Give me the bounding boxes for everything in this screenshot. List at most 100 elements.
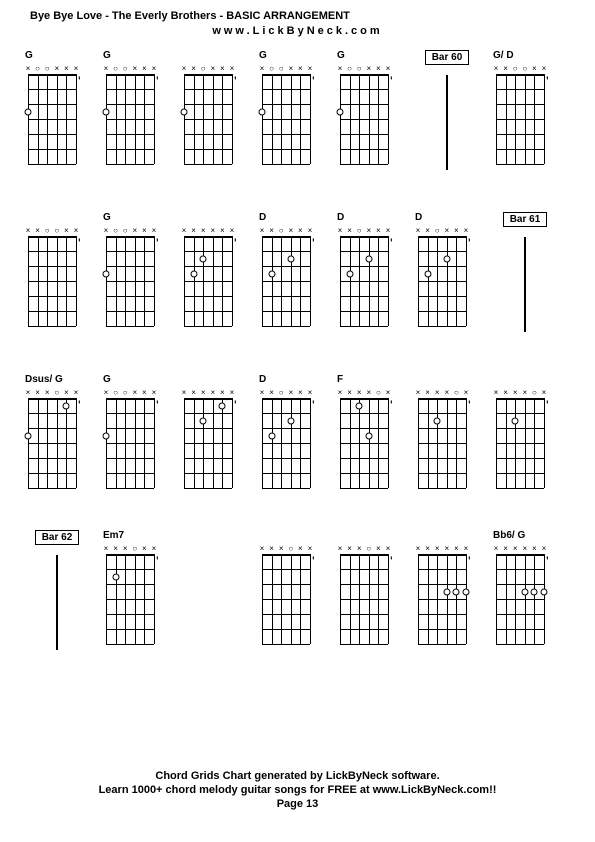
chord-label: D — [259, 212, 323, 226]
grid-cell: G/ D××○○××' — [493, 50, 557, 164]
chord-label — [415, 374, 479, 388]
string-marker: × — [541, 546, 547, 552]
string-marker: × — [512, 390, 518, 396]
finger-dot — [200, 255, 207, 262]
grid-cell: G×○○×××' — [103, 50, 167, 164]
string-marker: × — [151, 546, 157, 552]
chord-label: D — [415, 212, 479, 226]
finger-dot — [424, 270, 431, 277]
fretboard — [28, 74, 76, 164]
chord-diagram: ××○○××' — [28, 228, 86, 326]
string-marker: × — [415, 390, 421, 396]
string-marker: × — [463, 228, 469, 234]
string-marker: ○ — [35, 66, 41, 72]
string-marker: × — [307, 390, 313, 396]
grid-cell: F××××○×' — [337, 374, 401, 488]
string-marker: × — [63, 66, 69, 72]
grid-cell: G ×○○×××' — [259, 50, 323, 164]
grid-cell: Bb6/ G××××××' — [493, 530, 557, 644]
string-marker: × — [73, 66, 79, 72]
string-marker: × — [366, 228, 372, 234]
chord-diagram: ××××○×' — [496, 390, 554, 488]
finger-dot — [103, 108, 110, 115]
finger-dot — [443, 255, 450, 262]
string-marker: × — [219, 66, 225, 72]
chord-label: G — [259, 50, 323, 64]
string-marker: × — [375, 66, 381, 72]
chord-diagram: ××××××' — [418, 546, 476, 644]
finger-dot — [181, 108, 188, 115]
fretboard — [496, 398, 544, 488]
string-marker: ○ — [512, 66, 518, 72]
chord-label: G — [103, 374, 167, 388]
chord-label: G/ D — [493, 50, 557, 64]
chord-diagram: ××○×××' — [418, 228, 476, 326]
chord-label: D — [259, 374, 323, 388]
string-marker: ○ — [453, 390, 459, 396]
chord-diagram: ×○○×××' — [262, 66, 320, 164]
string-marker: × — [425, 546, 431, 552]
bar-number-label: Bar 61 — [503, 212, 548, 227]
nut-markers: ××○××× — [418, 228, 466, 236]
string-marker: × — [307, 546, 313, 552]
fretboard — [262, 398, 310, 488]
string-marker: × — [210, 390, 216, 396]
nut-markers: ××○××× — [262, 390, 310, 398]
chord-row: Bar 62Em7×××○××'×××○××'×××○××'××××××'Bb6… — [25, 530, 570, 650]
string-marker: × — [181, 66, 187, 72]
string-marker: × — [151, 66, 157, 72]
beat-tick: ' — [78, 74, 81, 88]
string-marker: × — [385, 546, 391, 552]
string-marker: ○ — [54, 390, 60, 396]
finger-dot — [63, 402, 70, 409]
string-marker: × — [434, 390, 440, 396]
string-marker: × — [141, 546, 147, 552]
string-marker: × — [141, 390, 147, 396]
finger-dot — [531, 588, 538, 595]
chord-diagram: ××××××' — [184, 228, 242, 326]
chord-diagram: ××○×××' — [340, 228, 398, 326]
beat-tick: ' — [468, 236, 471, 250]
grid-cell: ××××××' — [415, 530, 479, 644]
string-marker: × — [44, 390, 50, 396]
string-marker: ○ — [366, 546, 372, 552]
string-marker: × — [259, 546, 265, 552]
fretboard — [28, 236, 76, 326]
grid-cell: Bar 62 — [25, 530, 89, 650]
fretboard — [262, 554, 310, 644]
beat-tick: ' — [156, 74, 159, 88]
string-marker: × — [493, 546, 499, 552]
string-marker: ○ — [531, 390, 537, 396]
chord-diagram: ×○○×××' — [106, 390, 164, 488]
string-marker: × — [444, 228, 450, 234]
grid-cell: Em7×××○××' — [103, 530, 167, 644]
nut-markers: ×○○××× — [106, 390, 154, 398]
string-marker: × — [103, 228, 109, 234]
string-marker: × — [297, 390, 303, 396]
string-marker: × — [337, 390, 343, 396]
chord-diagram: ×○○×××' — [106, 228, 164, 326]
string-marker: × — [385, 228, 391, 234]
nut-markers: ××○××× — [262, 228, 310, 236]
grid-cell: ××××××' — [181, 212, 245, 326]
finger-dot — [287, 417, 294, 424]
string-marker: × — [337, 228, 343, 234]
nut-markers: ×××××× — [418, 546, 466, 554]
string-marker: × — [531, 546, 537, 552]
beat-tick: ' — [156, 236, 159, 250]
string-marker: ○ — [278, 66, 284, 72]
chord-label: G — [103, 212, 167, 226]
fretboard — [340, 398, 388, 488]
string-marker: × — [200, 228, 206, 234]
string-marker: × — [288, 390, 294, 396]
string-marker: × — [522, 390, 528, 396]
string-marker: × — [259, 228, 265, 234]
barline — [524, 237, 526, 332]
beat-tick: ' — [390, 74, 393, 88]
grid-cell: D××○×××' — [337, 212, 401, 326]
string-marker: × — [366, 66, 372, 72]
chord-label: Dsus/ G — [25, 374, 89, 388]
string-marker: × — [347, 546, 353, 552]
string-marker: × — [103, 546, 109, 552]
string-marker: ○ — [132, 546, 138, 552]
